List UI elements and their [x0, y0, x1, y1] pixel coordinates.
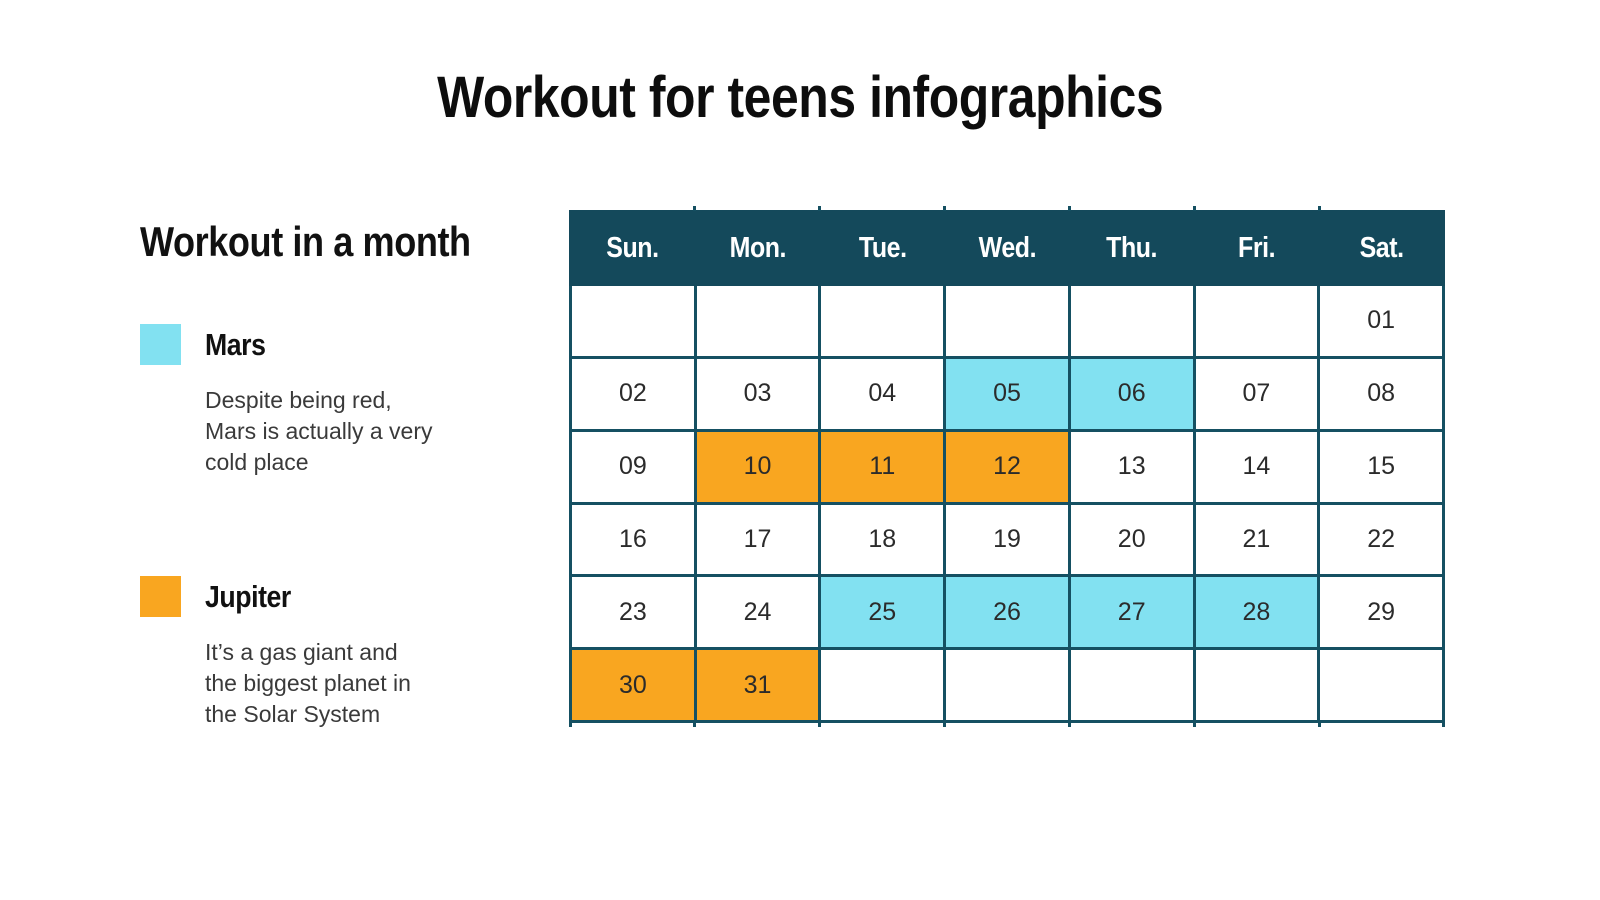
- calendar-cell-empty: [1320, 650, 1442, 720]
- calendar-cell-31: 31: [696, 650, 819, 720]
- calendar-cell-empty: [1195, 650, 1318, 720]
- day-header-mon: Mon.: [693, 210, 822, 286]
- calendar-cell-28: 28: [1195, 577, 1318, 648]
- legend-heading: Workout in a month: [140, 218, 471, 265]
- calendar-cell-empty: [1195, 286, 1318, 356]
- column-tick: [692, 206, 696, 211]
- column-tick: [1193, 722, 1197, 727]
- column-tick: [1442, 722, 1445, 727]
- calendar-cell-24: 24: [696, 577, 819, 648]
- calendar-cell-05: 05: [946, 358, 1068, 429]
- calendar-cell-27: 27: [1070, 577, 1193, 648]
- column-tick: [942, 722, 946, 727]
- calendar-cell-21: 21: [1195, 504, 1318, 575]
- day-header-label: Tue.: [858, 231, 907, 264]
- calendar-cell-02: 02: [572, 358, 694, 429]
- mars-color-swatch: [140, 324, 181, 365]
- calendar-cell-14: 14: [1195, 431, 1318, 502]
- calendar-cell-empty: [821, 650, 944, 720]
- jupiter-label: Jupiter: [205, 579, 291, 614]
- day-header-label: Thu.: [1106, 231, 1158, 264]
- calendar-cell-07: 07: [1195, 358, 1318, 429]
- calendar-cell-19: 19: [946, 504, 1068, 575]
- column-tick: [1068, 722, 1072, 727]
- day-header-fri: Fri.: [1192, 210, 1321, 286]
- calendar-cell-20: 20: [1070, 504, 1193, 575]
- column-tick: [569, 722, 572, 727]
- mars-item-body: Mars Despite being red, Mars is actually…: [205, 324, 540, 478]
- column-tick: [817, 722, 821, 727]
- calendar-cell-15: 15: [1320, 431, 1442, 502]
- legend-item-mars: Mars Despite being red, Mars is actually…: [140, 324, 540, 478]
- calendar-cell-empty: [1070, 286, 1193, 356]
- jupiter-color-swatch: [140, 576, 181, 617]
- day-header-tue: Tue.: [818, 210, 947, 286]
- calendar-cell-01: 01: [1320, 286, 1442, 356]
- page-title-wrap: Workout for teens infographics: [0, 64, 1600, 131]
- day-header-label: Sat.: [1359, 231, 1404, 264]
- column-tick: [1318, 722, 1322, 727]
- column-tick: [1068, 206, 1072, 211]
- legend-panel: Workout in a month Mars Despite being re…: [140, 218, 540, 828]
- calendar-cell-18: 18: [821, 504, 944, 575]
- jupiter-item-body: Jupiter It’s a gas giant and the biggest…: [205, 576, 540, 730]
- calendar-cell-11: 11: [821, 431, 944, 502]
- calendar-cell-23: 23: [572, 577, 694, 648]
- calendar-cell-26: 26: [946, 577, 1068, 648]
- mars-description: Despite being red, Mars is actually a ve…: [205, 387, 433, 475]
- calendar-cell-10: 10: [696, 431, 819, 502]
- calendar-cell-13: 13: [1070, 431, 1193, 502]
- column-tick: [1193, 206, 1197, 211]
- column-tick: [942, 206, 946, 211]
- jupiter-description: It’s a gas giant and the biggest planet …: [205, 639, 411, 727]
- mars-label: Mars: [205, 327, 266, 362]
- calendar-cell-empty: [696, 286, 819, 356]
- calendar-cell-empty: [572, 286, 694, 356]
- calendar-cell-04: 04: [821, 358, 944, 429]
- column-tick: [817, 206, 821, 211]
- calendar-cell-30: 30: [572, 650, 694, 720]
- calendar-cell-16: 16: [572, 504, 694, 575]
- day-header-label: Sun.: [606, 231, 660, 264]
- calendar-cell-empty: [1070, 650, 1193, 720]
- page-title: Workout for teens infographics: [436, 65, 1164, 130]
- column-tick: [1318, 206, 1322, 211]
- calendar-cell-17: 17: [696, 504, 819, 575]
- calendar-grid: Sun. Mon. Tue. Wed. Thu. Fri. Sat. 01 02 03 04 05 06…: [569, 210, 1445, 723]
- day-header-wed: Wed.: [943, 210, 1071, 286]
- day-header-sun: Sun.: [569, 210, 697, 286]
- calendar-cell-12: 12: [946, 431, 1068, 502]
- calendar-cell-09: 09: [572, 431, 694, 502]
- calendar-cell-empty: [946, 650, 1068, 720]
- calendar-cell-08: 08: [1320, 358, 1442, 429]
- calendar-cell-29: 29: [1320, 577, 1442, 648]
- day-header-thu: Thu.: [1067, 210, 1196, 286]
- calendar-cell-25: 25: [821, 577, 944, 648]
- column-tick: [692, 722, 696, 727]
- day-header-sat: Sat.: [1317, 210, 1445, 286]
- day-header-label: Wed.: [978, 231, 1036, 264]
- calendar-cell-03: 03: [696, 358, 819, 429]
- day-header-label: Mon.: [729, 231, 786, 264]
- calendar-cell-empty: [946, 286, 1068, 356]
- calendar-cell-empty: [821, 286, 944, 356]
- legend-item-jupiter: Jupiter It’s a gas giant and the biggest…: [140, 576, 540, 730]
- workout-calendar: Sun. Mon. Tue. Wed. Thu. Fri. Sat. 01 02 03 04 05 06…: [569, 206, 1445, 727]
- calendar-cell-06: 06: [1070, 358, 1193, 429]
- day-header-label: Fri.: [1237, 231, 1276, 264]
- calendar-cell-22: 22: [1320, 504, 1442, 575]
